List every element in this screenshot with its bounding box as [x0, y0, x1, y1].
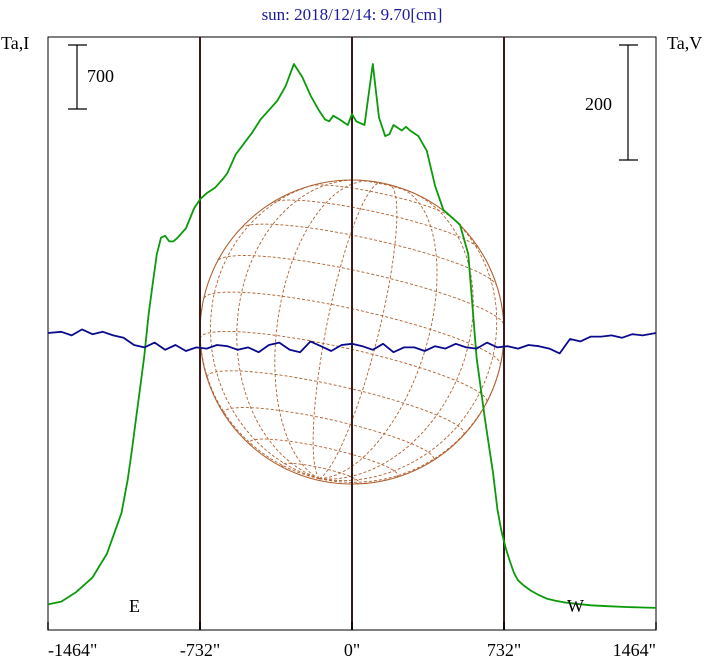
- left-scale-bar: 700: [68, 44, 114, 110]
- x-tick-label: 0": [344, 640, 360, 660]
- x-tick-label: 732": [487, 640, 521, 660]
- left-axis-label: Ta,I: [1, 33, 29, 53]
- disk-latitude-line: [223, 407, 435, 461]
- disk-longitude-line: [319, 370, 500, 483]
- disk-latitude-line: [206, 370, 465, 435]
- x-tick-label: -732": [180, 640, 220, 660]
- disk-longitude-line: [312, 182, 380, 479]
- intensity-line: [47, 63, 657, 609]
- disk-longitude-line: [199, 303, 320, 480]
- disk-longitude-line: [319, 187, 438, 480]
- right-scale-bar-label: 200: [585, 94, 612, 114]
- data-series: [47, 63, 657, 609]
- right-scale-bar: 200: [585, 44, 638, 161]
- disk-longitude-line: [274, 180, 370, 480]
- disk-latitude-line: [199, 330, 488, 403]
- chart-title: sun: 2018/12/14: 9.70[cm]: [262, 5, 443, 24]
- disk-latitude-line: [240, 223, 497, 286]
- east-limb-label: E: [129, 596, 140, 616]
- vertical-marker-lines: [199, 37, 505, 630]
- x-tick-label: 1464": [613, 640, 656, 660]
- disk-latitude-line: [310, 184, 452, 218]
- disk-longitude-line: [318, 184, 398, 480]
- right-axis-label: Ta,V: [667, 33, 702, 53]
- west-limb-label: W: [567, 596, 584, 616]
- disk-longitude-line: [210, 181, 327, 480]
- disk-longitude-line: [236, 179, 354, 480]
- disk-latitude-line: [203, 291, 501, 365]
- left-scale-bar-label: 700: [87, 66, 114, 86]
- disk-longitude-line: [319, 207, 498, 481]
- disk-latitude-line: [354, 179, 415, 195]
- x-axis-ticks: -1464" -732" 0" 732" 1464": [47, 622, 657, 660]
- x-tick-label: -1464": [48, 640, 97, 660]
- polarization-line: [47, 328, 657, 355]
- disk-latitude-line: [272, 199, 480, 250]
- disk-latitude-line: [218, 255, 504, 324]
- disk-longitude-line: [319, 193, 474, 480]
